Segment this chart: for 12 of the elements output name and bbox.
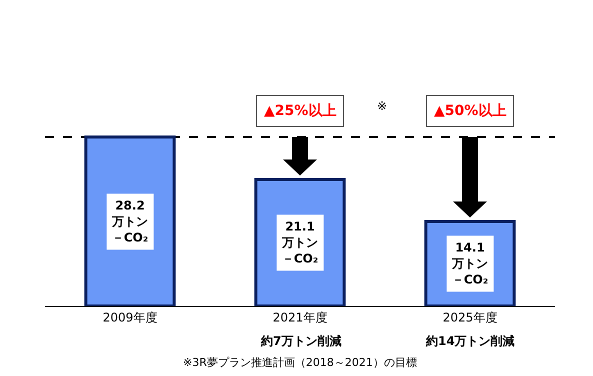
text: ※ (377, 99, 388, 113)
data-label: 14.1万トン－CO₂ (452, 239, 488, 288)
x-tick-label: 2025年度 (442, 310, 498, 324)
text: 約14万トン削減 (425, 334, 515, 348)
text: ▲50%以上 (434, 103, 506, 119)
data-label: 28.2万トン－CO₂ (112, 197, 148, 246)
text: 約7万トン削減 (260, 334, 342, 348)
data-label: 21.1万トン－CO₂ (282, 218, 318, 268)
text: ▲25%以上 (264, 103, 336, 119)
x-tick-label: 2021年度 (272, 310, 328, 324)
x-tick-label: 2009年度 (102, 310, 158, 324)
text: ※3R夢プラン推進計画（2018～2021）の目標 (183, 356, 417, 369)
